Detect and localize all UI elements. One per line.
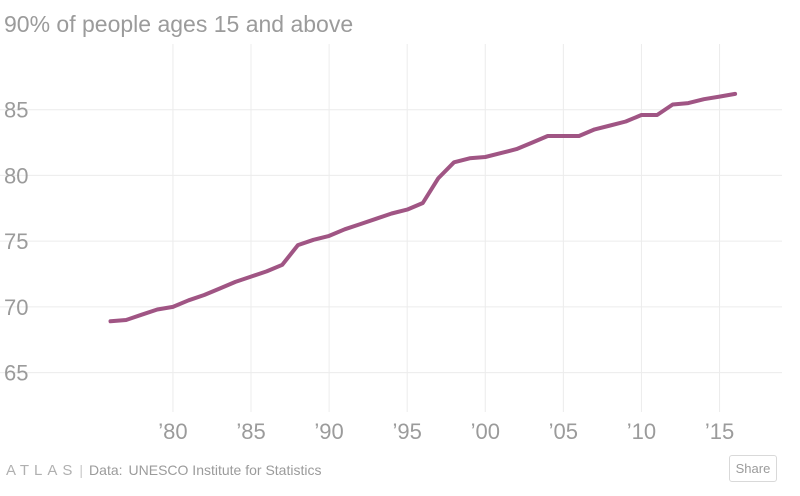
data-point[interactable] [655, 113, 659, 117]
data-point[interactable] [608, 123, 612, 127]
data-point[interactable] [593, 127, 597, 131]
data-point[interactable] [671, 102, 675, 106]
y-tick-label: 80 [4, 163, 28, 188]
data-point[interactable] [124, 318, 128, 322]
data-point[interactable] [343, 227, 347, 231]
data-point[interactable] [187, 298, 191, 302]
data-point[interactable] [327, 234, 331, 238]
data-point[interactable] [374, 217, 378, 221]
y-tick-label: 85 [4, 98, 28, 123]
y-tick-label: 70 [4, 295, 28, 320]
x-tick-label: ’95 [393, 419, 422, 444]
x-tick-label: ’15 [705, 419, 734, 444]
data-point[interactable] [702, 97, 706, 101]
data-point[interactable] [483, 155, 487, 159]
data-point[interactable] [108, 319, 112, 323]
grid-lines [0, 44, 782, 412]
series-line [108, 91, 738, 324]
data-point[interactable] [265, 269, 269, 273]
data-point[interactable] [405, 208, 409, 212]
data-point[interactable] [140, 313, 144, 317]
data-point[interactable] [468, 156, 472, 160]
source-label: Data: [89, 462, 123, 478]
data-point[interactable] [296, 243, 300, 247]
x-tick-label: ’90 [314, 419, 343, 444]
data-point[interactable] [233, 280, 237, 284]
chart-title: 90% of people ages 15 and above [4, 11, 353, 37]
data-point[interactable] [280, 263, 284, 267]
data-point[interactable] [718, 95, 722, 99]
x-tick-label: ’05 [549, 419, 578, 444]
data-point[interactable] [546, 134, 550, 138]
data-point[interactable] [686, 101, 690, 105]
x-axis-labels: ’80 ’85 ’90 ’95 ’00 ’05 ’10 ’15 [158, 419, 734, 444]
x-tick-label: ’80 [158, 419, 187, 444]
y-axis-labels: 65 70 75 80 85 [4, 98, 28, 386]
data-point[interactable] [436, 176, 440, 180]
data-point[interactable] [639, 113, 643, 117]
y-tick-label: 75 [4, 229, 28, 254]
x-tick-label: ’00 [471, 419, 500, 444]
atlas-logo[interactable]: ATLAS [6, 461, 78, 479]
x-tick-label: ’10 [627, 419, 656, 444]
series-group [108, 91, 738, 324]
footer-separator: | [79, 462, 84, 478]
share-button[interactable]: Share [729, 455, 777, 482]
data-point[interactable] [311, 238, 315, 242]
data-point[interactable] [452, 160, 456, 164]
data-point[interactable] [515, 147, 519, 151]
data-point[interactable] [421, 201, 425, 205]
data-point[interactable] [218, 286, 222, 290]
footer: ATLAS | Data: UNESCO Institute for Stati… [6, 460, 321, 480]
data-point[interactable] [202, 293, 206, 297]
data-point[interactable] [733, 92, 737, 96]
data-point[interactable] [358, 222, 362, 226]
data-point[interactable] [171, 305, 175, 309]
data-point[interactable] [390, 212, 394, 216]
data-point[interactable] [249, 275, 253, 279]
data-point[interactable] [624, 120, 628, 124]
x-tick-label: ’85 [236, 419, 265, 444]
data-point[interactable] [155, 307, 159, 311]
source-text: UNESCO Institute for Statistics [128, 462, 322, 478]
y-tick-label: 65 [4, 361, 28, 386]
data-point[interactable] [530, 141, 534, 145]
data-point[interactable] [499, 151, 503, 155]
data-point[interactable] [561, 134, 565, 138]
data-point[interactable] [577, 134, 581, 138]
